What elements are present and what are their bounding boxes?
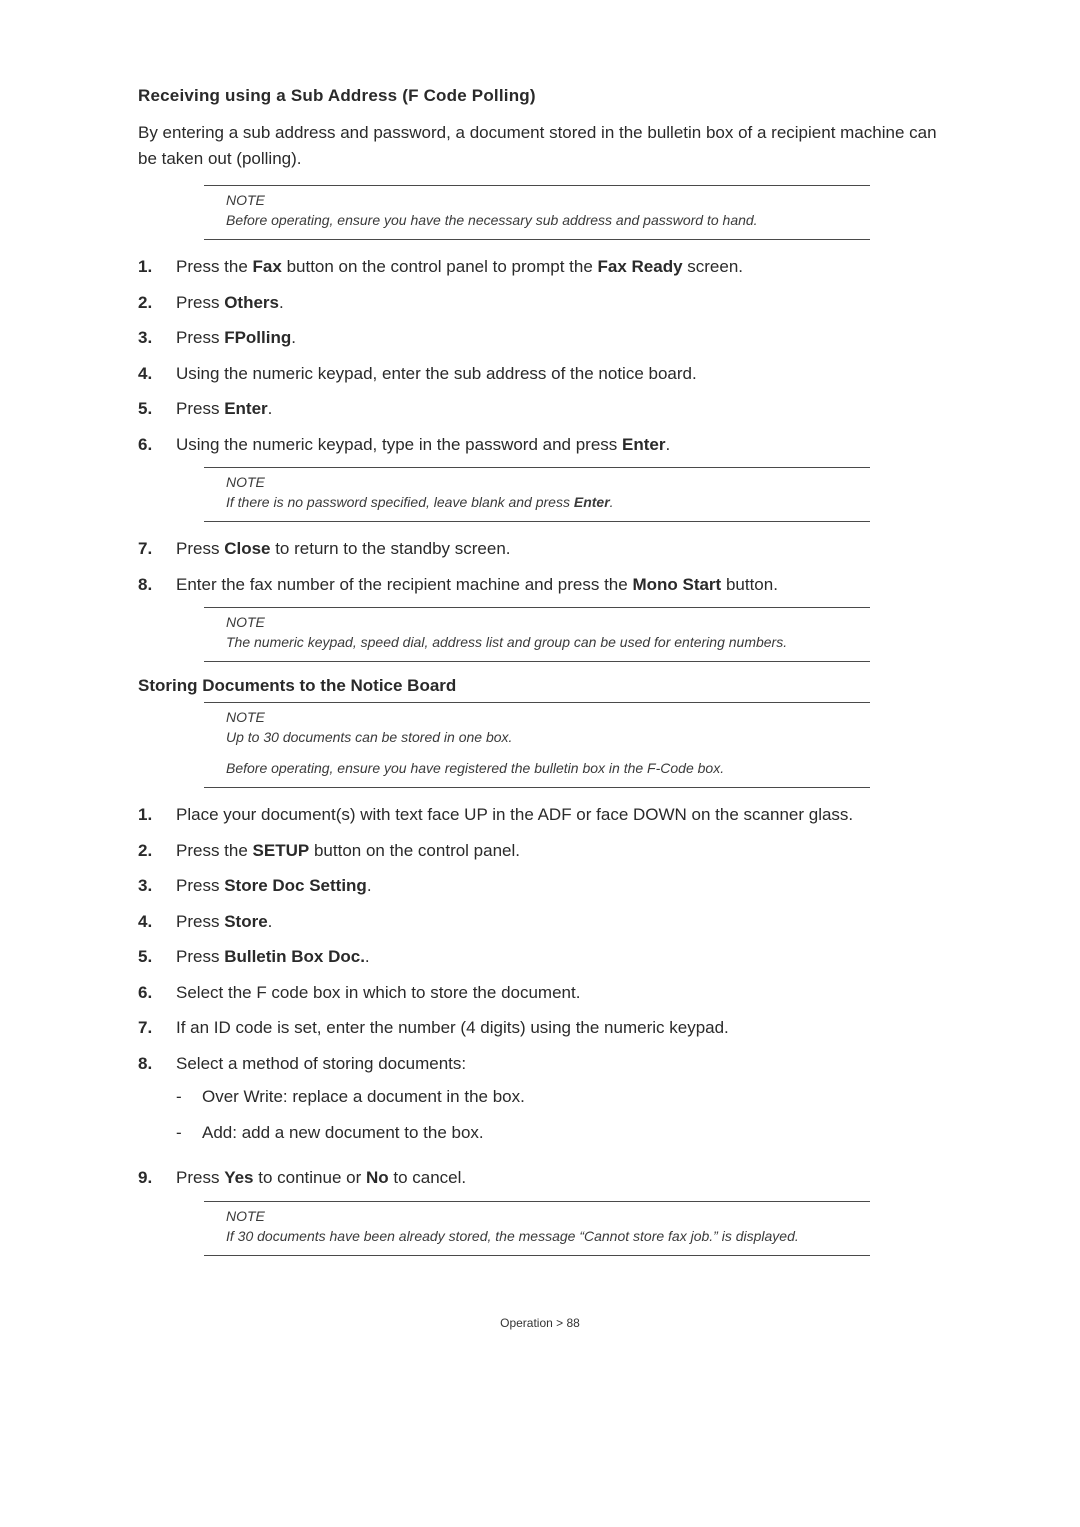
note-label: NOTE [226, 614, 870, 630]
step-text: Press Others. [176, 290, 942, 316]
steps-list: 1. Place your document(s) with text face… [138, 802, 942, 1191]
dash-icon: - [176, 1084, 202, 1110]
step-text: Enter the fax number of the recipient ma… [176, 572, 942, 598]
sub-text: Over Write: replace a document in the bo… [202, 1084, 525, 1110]
note-block: NOTE Before operating, ensure you have t… [204, 185, 870, 240]
note-label: NOTE [226, 709, 870, 725]
page-footer: Operation > 88 [138, 1316, 942, 1330]
step-number: 4. [138, 361, 176, 387]
step-item: 5. Press Bulletin Box Doc.. [138, 944, 942, 970]
sub-text: Add: add a new document to the box. [202, 1120, 484, 1146]
steps-list: 1. Press the Fax button on the control p… [138, 254, 942, 457]
step-text: Select the F code box in which to store … [176, 980, 942, 1006]
step-text: Press Yes to continue or No to cancel. [176, 1165, 942, 1191]
step-text: Press Close to return to the standby scr… [176, 536, 942, 562]
note-block: NOTE If 30 documents have been already s… [204, 1201, 870, 1256]
page: Receiving using a Sub Address (F Code Po… [0, 0, 1080, 1370]
step-item: 8. Enter the fax number of the recipient… [138, 572, 942, 598]
step-number: 8. [138, 572, 176, 598]
sub-item: -Over Write: replace a document in the b… [176, 1084, 942, 1110]
step-item: 9. Press Yes to continue or No to cancel… [138, 1165, 942, 1191]
step-text: Using the numeric keypad, type in the pa… [176, 432, 942, 458]
step-text: Place your document(s) with text face UP… [176, 802, 942, 828]
step-item: 1. Press the Fax button on the control p… [138, 254, 942, 280]
step-item: 1. Place your document(s) with text face… [138, 802, 942, 828]
step-text: Press the Fax button on the control pane… [176, 254, 942, 280]
step-item: 7. Press Close to return to the standby … [138, 536, 942, 562]
step-item: 3. Press Store Doc Setting. [138, 873, 942, 899]
step-item: 6. Select the F code box in which to sto… [138, 980, 942, 1006]
step-number: 7. [138, 1015, 176, 1041]
note-text: The numeric keypad, speed dial, address … [226, 632, 848, 653]
note-block: NOTE The numeric keypad, speed dial, add… [204, 607, 870, 662]
step-item: 3. Press FPolling. [138, 325, 942, 351]
step-item: 4. Press Store. [138, 909, 942, 935]
dash-icon: - [176, 1120, 202, 1146]
step-number: 1. [138, 254, 176, 280]
step-text: If an ID code is set, enter the number (… [176, 1015, 942, 1041]
note-label: NOTE [226, 1208, 870, 1224]
section-heading: Storing Documents to the Notice Board [138, 676, 942, 696]
step-text: Press Enter. [176, 396, 942, 422]
note-label: NOTE [226, 192, 870, 208]
sub-item: -Add: add a new document to the box. [176, 1120, 942, 1146]
step-text: Press Store. [176, 909, 942, 935]
step-number: 5. [138, 944, 176, 970]
step-text: Press Store Doc Setting. [176, 873, 942, 899]
steps-list: 7. Press Close to return to the standby … [138, 536, 942, 597]
intro-paragraph: By entering a sub address and password, … [138, 120, 942, 171]
step-item: 7. If an ID code is set, enter the numbe… [138, 1015, 942, 1041]
note-label: NOTE [226, 474, 870, 490]
step-text: Using the numeric keypad, enter the sub … [176, 361, 942, 387]
step-number: 2. [138, 290, 176, 316]
step-number: 4. [138, 909, 176, 935]
step-text: Press the SETUP button on the control pa… [176, 838, 942, 864]
step-number: 9. [138, 1165, 176, 1191]
note-block: NOTE Up to 30 documents can be stored in… [204, 702, 870, 788]
step-number: 7. [138, 536, 176, 562]
note-text: If 30 documents have been already stored… [226, 1226, 848, 1247]
step-text: Press Bulletin Box Doc.. [176, 944, 942, 970]
step-number: 6. [138, 980, 176, 1006]
step-text: Select a method of storing documents: -O… [176, 1051, 942, 1156]
step-number: 6. [138, 432, 176, 458]
step-item: 8. Select a method of storing documents:… [138, 1051, 942, 1156]
sub-list: -Over Write: replace a document in the b… [176, 1084, 942, 1145]
note-block: NOTE If there is no password specified, … [204, 467, 870, 522]
note-text: Up to 30 documents can be stored in one … [226, 727, 848, 748]
step-item: 2. Press the SETUP button on the control… [138, 838, 942, 864]
step-number: 3. [138, 325, 176, 351]
step-item: 4. Using the numeric keypad, enter the s… [138, 361, 942, 387]
step-item: 5. Press Enter. [138, 396, 942, 422]
note-text: If there is no password specified, leave… [226, 492, 848, 513]
step-item: 6. Using the numeric keypad, type in the… [138, 432, 942, 458]
step-number: 5. [138, 396, 176, 422]
step-number: 2. [138, 838, 176, 864]
note-text: Before operating, ensure you have regist… [226, 758, 848, 779]
step-item: 2. Press Others. [138, 290, 942, 316]
section-heading: Receiving using a Sub Address (F Code Po… [138, 86, 942, 106]
note-text: Before operating, ensure you have the ne… [226, 210, 848, 231]
step-text: Press FPolling. [176, 325, 942, 351]
step-number: 3. [138, 873, 176, 899]
step-number: 8. [138, 1051, 176, 1156]
step-number: 1. [138, 802, 176, 828]
